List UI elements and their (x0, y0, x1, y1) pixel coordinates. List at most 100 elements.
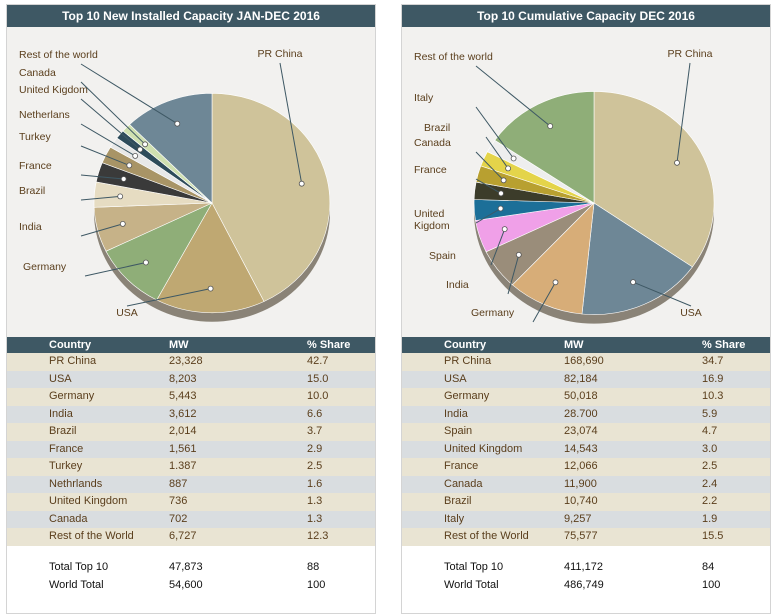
table-cell: 1.9 (702, 512, 718, 525)
leader-line (632, 281, 692, 307)
table-cell: 9,257 (564, 512, 592, 525)
column-header: MW (564, 339, 584, 351)
slice-label: Turkey (19, 131, 51, 143)
total-row: World Total 486,749 100 (402, 575, 770, 594)
table-cell: 12,066 (564, 460, 598, 472)
table-cell: India (49, 407, 73, 420)
table-cell: 28.700 (564, 407, 598, 420)
table-row: France 12,066 2.5 (402, 458, 770, 476)
leader-dot (117, 193, 124, 200)
slice-label: Rest of the world (414, 51, 493, 63)
table-cell: Spain (444, 425, 473, 437)
panel-title: Top 10 Cumulative Capacity DEC 2016 (402, 5, 770, 27)
slice-label: Canada (19, 67, 56, 79)
table-cell: 12.3 (307, 530, 329, 542)
leader-line (80, 81, 146, 145)
table-cell: United Kingdom (49, 495, 128, 507)
table-row: India 28.700 5.9 (402, 405, 770, 423)
total-cell: 88 (307, 560, 320, 573)
pie-slice (211, 92, 331, 302)
table-cell: 736 (169, 495, 188, 507)
total-cell: Total Top 10 (49, 560, 109, 573)
leader-dot (510, 155, 517, 162)
leader-dot (137, 146, 144, 153)
pie-slice (129, 92, 213, 204)
leader-line (475, 208, 501, 224)
pie-slice (105, 202, 213, 301)
table-cell: 3.7 (307, 425, 323, 437)
pie-slice (494, 91, 595, 204)
table-row: Brazil 2,014 3.7 (7, 423, 375, 441)
table-cell: Rest of the World (49, 530, 134, 542)
table-cell: 1,561 (169, 442, 197, 455)
leader-dot (498, 190, 504, 197)
leader-line (485, 136, 509, 169)
leader-line (80, 223, 123, 237)
leader-line (475, 65, 551, 127)
pie-chart-area: PR China USA Germany India Spain United Kigdom… (402, 27, 770, 337)
leader-line (84, 262, 147, 277)
total-row: World Total 54,600 100 (7, 575, 375, 594)
table-cell: Italy (444, 512, 465, 525)
leader-line (126, 288, 211, 307)
table-cell: 3.0 (702, 442, 718, 455)
table-row: Italy 9,257 1.9 (402, 510, 770, 528)
table-cell: 34.7 (702, 355, 724, 367)
table-cell: USA (444, 372, 467, 385)
table-cell: 5.9 (702, 407, 718, 420)
table-cell: Germany (49, 390, 95, 402)
leader-line (490, 228, 506, 266)
table-cell: Germany (444, 390, 490, 402)
table-cell: Canada (49, 512, 88, 525)
table-row: Rest of the World 75,577 15.5 (402, 528, 770, 546)
pie-chart-svg: PR China USA Germany India Spain United Kigdom… (414, 48, 715, 324)
table-cell: 5,443 (169, 390, 197, 402)
table-row: Germany 5,443 10.0 (7, 388, 375, 406)
table-cell: 6.6 (307, 407, 323, 420)
leader-line (80, 145, 130, 166)
slice-label: Canada (414, 137, 451, 149)
table-row: India 3,612 6.6 (7, 405, 375, 423)
leader-line (676, 62, 691, 163)
leader-dot (132, 152, 139, 159)
table-cell: 1.3 (307, 495, 323, 507)
slice-label: France (19, 160, 52, 172)
table-cell: USA (49, 372, 72, 385)
table-cell: 8,203 (169, 372, 197, 385)
total-cell: 411,172 (564, 560, 603, 573)
total-row: Total Top 10 47,873 88 (7, 557, 375, 576)
table-cell: PR China (49, 355, 97, 367)
leader-line (532, 282, 556, 323)
table-cell: 1.6 (307, 477, 323, 490)
pie-chart-svg: PR China USA Germany India Brazil France Turke… (19, 48, 331, 322)
leader-line (475, 106, 515, 159)
leader-line (80, 195, 121, 201)
leader-dot (298, 180, 305, 187)
total-cell: World Total (444, 578, 499, 591)
table-cell: 4.7 (702, 425, 718, 437)
panel-cumulative: Top 10 Cumulative Capacity DEC 2016 PR C… (401, 4, 771, 614)
table-row: USA 82,184 16.9 (402, 370, 770, 388)
table-cell: 15.5 (702, 530, 724, 542)
slice-label: Netherlans (19, 109, 70, 121)
table-header: Country MW % Share (7, 337, 375, 353)
pie-slice (581, 202, 693, 315)
table-cell: France (444, 460, 479, 472)
table-row: United Kingdom 736 1.3 (7, 493, 375, 511)
table-cell: 10.3 (702, 390, 724, 402)
pie-chart-area: PR China USA Germany India Brazil France Turke… (7, 27, 375, 337)
table-row: USA 8,203 15.0 (7, 370, 375, 388)
leader-dot (174, 120, 181, 127)
table-cell: France (49, 442, 84, 455)
table-cell: 15.0 (307, 372, 329, 385)
leader-dot (501, 226, 508, 233)
total-cell: 100 (307, 578, 326, 591)
slice-label: Italy (414, 92, 434, 104)
total-row: Total Top 10 411,172 84 (402, 557, 770, 576)
table-cell: 1.387 (169, 460, 197, 472)
table-cell: 702 (169, 512, 188, 525)
slice-label: United Kigdom (19, 84, 88, 96)
table-cell: 23,074 (564, 425, 598, 437)
leader-line (80, 174, 124, 180)
table-cell: 42.7 (307, 355, 329, 367)
